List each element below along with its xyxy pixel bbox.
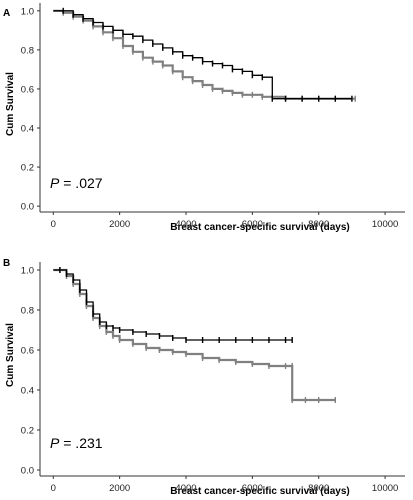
panel-b-y-tick-label: 1.0 [21,266,34,277]
panel-a-x-axis-title: Breast cancer-specific survival (days) [170,222,350,233]
panel-b-y-axis-title: Cum Survival [5,323,16,387]
panel-b-x-axis-title: Breast cancer-specific survival (days) [170,486,350,497]
panel-a-x-tick-label: 2000 [109,219,130,230]
panel-b-x-tick-label: 4000 [175,483,196,494]
panel-a-p-value: P = .027 [50,175,103,191]
panel-a-letter: A [3,8,10,19]
panel-a-y-tick-label: 1.0 [21,6,34,17]
panel-b-x-tick-label: 2000 [109,483,130,494]
panel-a-y-tick-label: 0.0 [21,202,34,213]
panel-b-p-number: = .231 [59,435,102,451]
panel-a-x-tick-label: 8000 [308,219,329,230]
panel-a-y-axis-title: Cum Survival [5,72,16,136]
panel-b-y-tick-label: 0.0 [21,466,34,477]
panel-b-p-value: P = .231 [50,435,103,451]
panel-b-y-tick-label: 0.6 [21,346,34,357]
panel-a-survival-curve-1 [53,9,356,100]
panel-b-y-tick-label: 0.8 [21,306,34,317]
panel-a: A Cum Survival Breast cancer-specific su… [3,3,405,233]
panel-b-y-tick-label: 0.2 [21,426,34,437]
panel-b-x-tick-label: 0 [51,483,56,494]
panel-a-y-tick-label: 0.4 [21,124,34,135]
panel-a-x-tick-label: 0 [51,219,56,230]
panel-b-y-tick-label: 0.4 [21,386,34,397]
panel-a-p-letter: P [50,175,60,191]
panel-b-x-tick-label: 10000 [372,483,398,494]
panel-b: B Cum Survival Breast cancer-specific su… [3,258,405,497]
panel-b-x-tick-label: 8000 [308,483,329,494]
panel-a-y-tick-label: 0.6 [21,84,34,95]
panel-b-letter: B [3,258,10,269]
panel-b-x-tick-label: 6000 [242,483,263,494]
panel-a-plot: 0.0 0.2 0.4 0.6 0.8 1.0 0 2000 4000 6000 8000 10000 [21,3,405,230]
panel-a-p-number: = .027 [59,175,102,191]
panel-a-x-tick-label: 6000 [242,219,263,230]
panel-a-y-tick-label: 0.2 [21,163,34,174]
panel-a-x-tick-label: 4000 [175,219,196,230]
panel-b-plot: 0.0 0.2 0.4 0.6 0.8 1.0 0 2000 4000 6000 8000 10000 [21,262,405,494]
panel-b-survival-curve-1 [53,268,336,402]
panel-a-y-tick-label: 0.8 [21,45,34,56]
panel-a-x-tick-label: 10000 [372,219,398,230]
panel-b-p-letter: P [50,435,60,451]
